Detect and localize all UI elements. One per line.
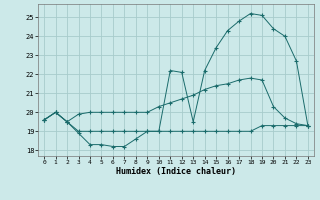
X-axis label: Humidex (Indice chaleur): Humidex (Indice chaleur) [116,167,236,176]
